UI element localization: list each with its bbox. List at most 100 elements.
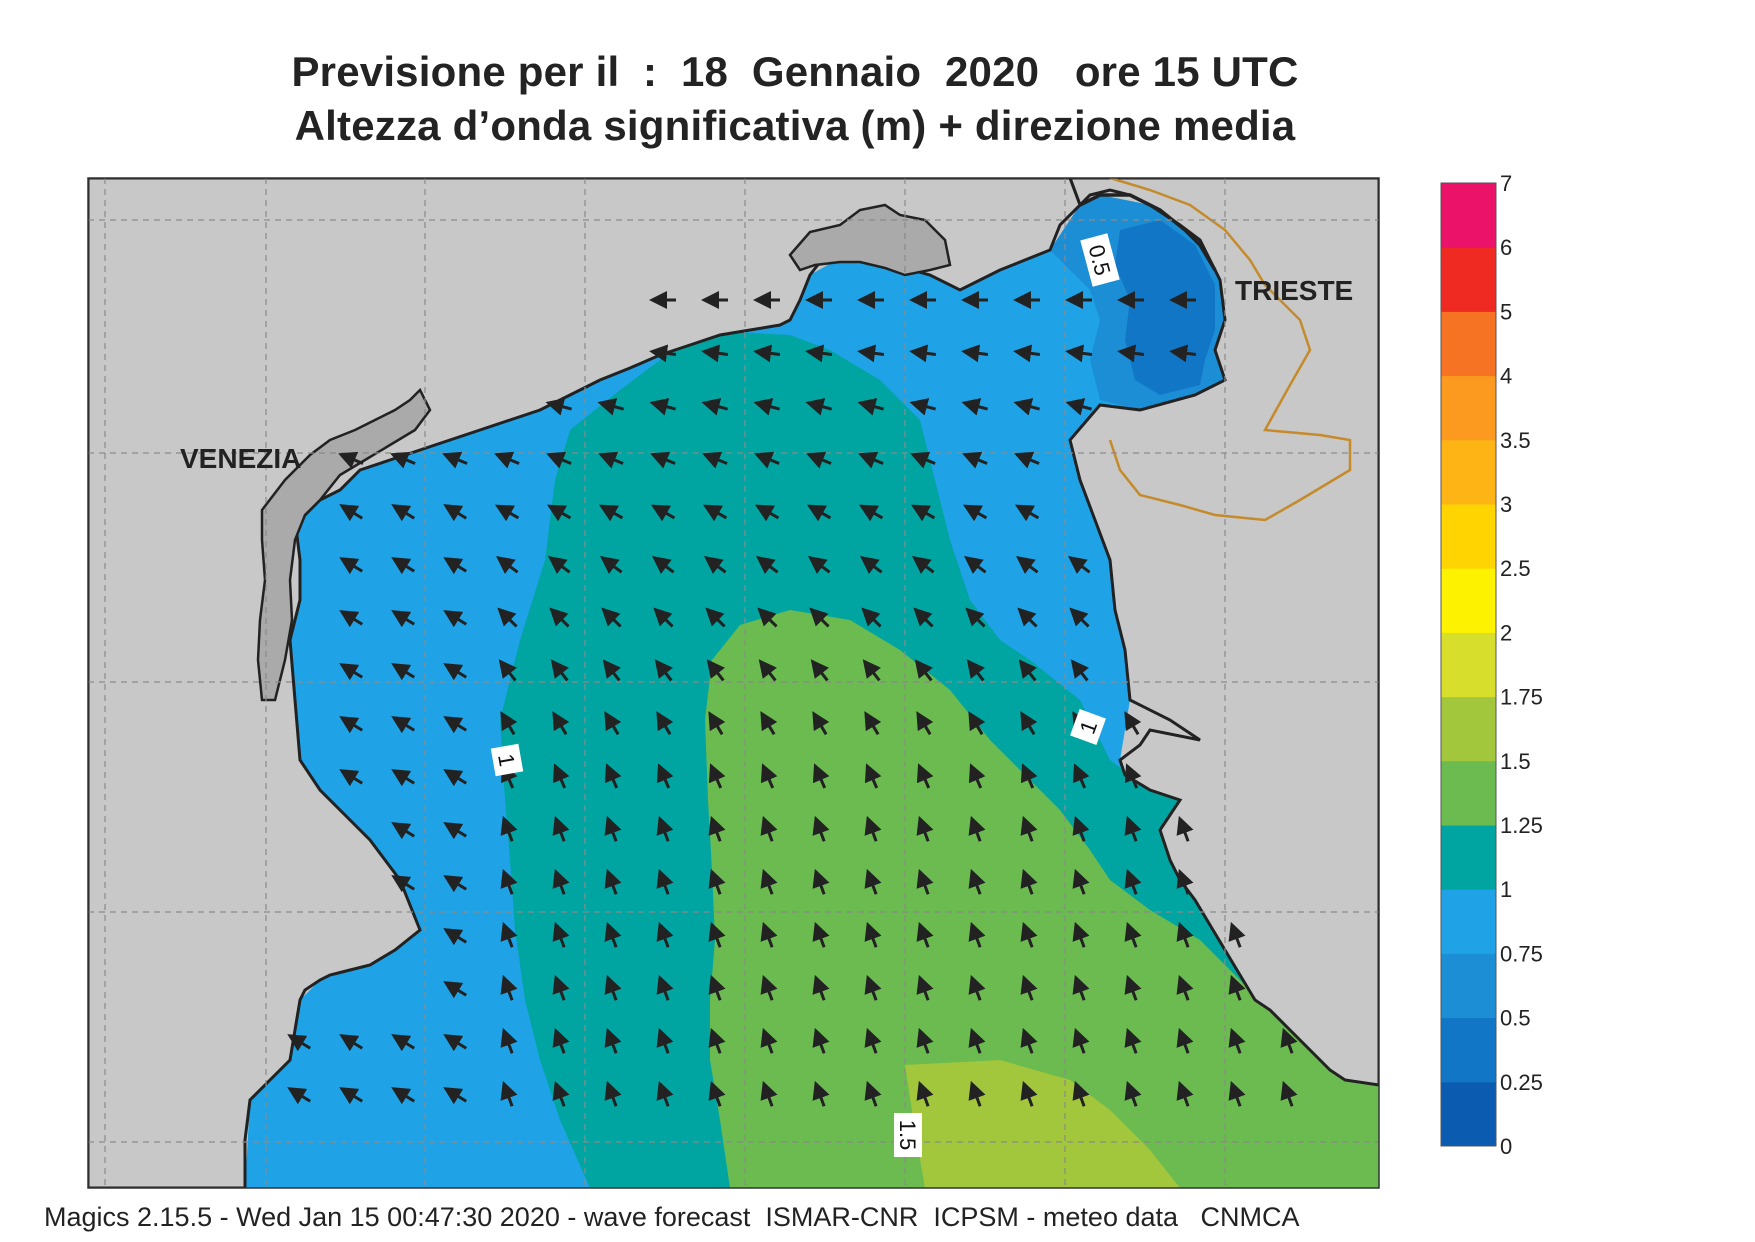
wave-arrow — [909, 344, 937, 363]
wave-arrow — [1072, 1080, 1090, 1107]
wave-arrow — [339, 769, 364, 787]
wave-arrow — [656, 1027, 674, 1054]
wave-arrow — [391, 875, 416, 893]
wave-arrow — [708, 921, 726, 948]
wave-arrow — [864, 711, 882, 736]
wave-arrow — [443, 1034, 468, 1052]
map-area — [88, 178, 1379, 1188]
wave-arrow — [339, 716, 364, 734]
wave-arrow — [649, 344, 677, 363]
sea-band-0.25-0.5 — [1115, 220, 1215, 395]
map-frame — [87, 177, 1380, 1189]
wave-arrow — [862, 659, 881, 682]
legend-swatch — [1441, 632, 1496, 698]
wave-arrow — [546, 504, 572, 522]
wave-arrow — [968, 815, 986, 842]
legend-tick-label: 2.5 — [1500, 556, 1531, 581]
wave-arrow — [1020, 815, 1038, 842]
wave-arrow — [652, 555, 675, 574]
wave-arrow — [708, 711, 726, 736]
wave-arrow — [910, 504, 936, 522]
wave-arrow — [1117, 344, 1145, 363]
wave-arrow — [391, 716, 416, 734]
legend-swatch — [1441, 953, 1496, 1019]
city-label-trieste: TRIESTE — [1235, 275, 1353, 306]
wave-arrow — [552, 868, 570, 895]
wave-arrow — [962, 504, 988, 522]
legend-frame — [1440, 182, 1497, 1147]
contour-label-1-east: 1 — [1070, 709, 1106, 745]
wave-arrow — [1020, 711, 1038, 736]
wave-arrow — [961, 398, 988, 416]
wave-arrow — [443, 875, 468, 893]
wave-arrow — [916, 1027, 934, 1054]
wave-arrow — [442, 451, 468, 469]
wave-arrow — [708, 763, 726, 789]
wave-arrow — [1017, 607, 1038, 628]
wave-arrow — [602, 659, 621, 682]
wave-arrow — [760, 1080, 778, 1107]
wave-arrow — [708, 1080, 726, 1107]
wave-arrow — [1072, 974, 1090, 1001]
legend-tick-label: 7 — [1500, 171, 1512, 196]
lagoon-venezia — [256, 387, 432, 702]
wave-arrow — [339, 504, 364, 522]
wave-arrow — [1070, 659, 1089, 682]
wave-arrow — [1013, 344, 1041, 363]
wave-arrow — [968, 921, 986, 948]
wave-arrow — [812, 868, 830, 895]
wave-arrow — [1124, 711, 1142, 736]
wave-arrow — [760, 1027, 778, 1054]
legend-swatch — [1441, 439, 1496, 505]
wave-arrow — [708, 974, 726, 1001]
wave-arrow — [1169, 344, 1197, 363]
wave-arrow — [443, 769, 468, 787]
legend-tick-label: 0 — [1500, 1134, 1512, 1159]
wave-arrow — [550, 659, 569, 682]
wave-arrow — [962, 451, 988, 469]
wave-arrow — [968, 1027, 986, 1054]
wave-arrow — [650, 504, 676, 522]
wave-arrow — [812, 921, 830, 948]
wave-arrow — [758, 659, 777, 682]
wave-arrow — [916, 868, 934, 895]
wave-arrow — [545, 398, 572, 416]
legend-tick-label: 1.25 — [1500, 813, 1543, 838]
title-line-2: Altezza d’onda significativa (m) + direz… — [294, 102, 1296, 149]
wave-arrow — [968, 868, 986, 895]
wave-arrow — [443, 1087, 468, 1105]
wave-arrow — [858, 451, 884, 469]
title-line-1: Previsione per il : 18 Gennaio 2020 ore … — [291, 48, 1299, 95]
wave-arrow — [552, 974, 570, 1001]
wave-arrow — [390, 451, 416, 469]
wave-arrow — [810, 659, 829, 682]
wave-arrow — [338, 451, 364, 469]
wave-arrow — [443, 981, 468, 999]
wave-arrow — [1020, 974, 1038, 1001]
wave-arrow — [600, 555, 623, 574]
wave-arrow — [391, 822, 416, 840]
wave-arrow — [701, 344, 729, 363]
contour-label-0.5: 0.5 — [1080, 233, 1120, 287]
legend-tick-label: 3.5 — [1500, 428, 1531, 453]
legend-swatch — [1441, 183, 1496, 248]
wave-arrow — [1124, 815, 1142, 842]
wave-arrow — [1014, 451, 1040, 469]
wave-arrow — [857, 344, 885, 363]
wave-arrow — [702, 451, 728, 469]
wave-arrow — [965, 607, 986, 628]
wave-arrow — [864, 1080, 882, 1107]
wave-arrow — [916, 921, 934, 948]
wave-arrow — [443, 822, 468, 840]
wave-arrow — [1020, 1027, 1038, 1054]
wave-arrow — [753, 344, 781, 363]
wave-arrow — [391, 504, 416, 522]
wave-arrow — [756, 555, 779, 574]
wave-arrow — [806, 504, 832, 522]
wave-arrow — [1124, 763, 1142, 789]
wave-arrow — [912, 555, 935, 574]
wave-arrow — [552, 921, 570, 948]
wave-arrow — [601, 607, 622, 628]
wave-arrow — [1280, 1080, 1298, 1107]
